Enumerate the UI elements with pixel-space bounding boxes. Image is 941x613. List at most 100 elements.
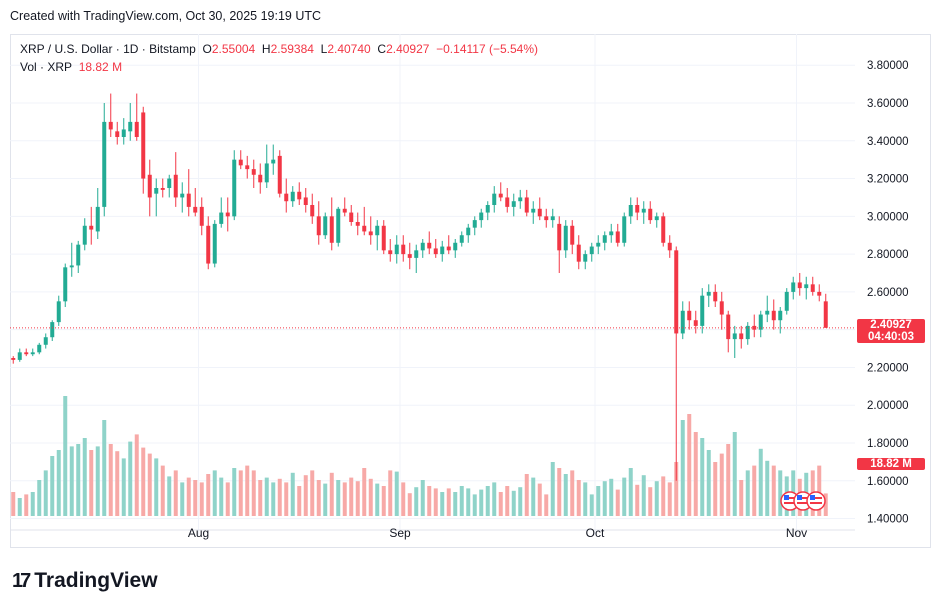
volume-value: 18.82 M (78, 60, 123, 74)
volume-bar (563, 474, 568, 516)
volume-bar (355, 481, 360, 516)
volume-bar (147, 453, 152, 516)
event-markers (780, 491, 826, 511)
volume-bar (706, 450, 711, 516)
volume-bar (394, 471, 399, 516)
volume-bar (622, 477, 627, 516)
candle-body (147, 174, 152, 198)
time-tick-label: Aug (188, 526, 209, 540)
volume-bar (427, 486, 432, 516)
volume-bar (251, 470, 256, 516)
price-tick-label: 2.20000 (867, 362, 909, 374)
created-with-label: Created with TradingView.com, Oct 30, 20… (10, 9, 322, 23)
candle-body (323, 216, 328, 236)
candle-body (310, 205, 315, 217)
candle-body (95, 206, 100, 232)
candle-body (570, 225, 575, 245)
volume-bar (30, 492, 35, 516)
last-price-value: 2.40927 (870, 318, 912, 331)
candle-body (739, 333, 744, 340)
candle-body (440, 246, 445, 255)
event-flag-stripe (810, 502, 822, 504)
volume-bar (726, 444, 731, 516)
candle-body (576, 244, 581, 262)
candle-body (134, 121, 139, 137)
candle-body (687, 310, 692, 321)
volume-bar (641, 475, 646, 516)
candle-body (732, 333, 737, 340)
price-tick-label: 3.80000 (867, 60, 909, 72)
candle-body (342, 208, 347, 213)
volume-bar (219, 477, 224, 516)
open-label: O (202, 42, 212, 56)
volume-bar (472, 494, 477, 516)
candle-body (609, 231, 614, 236)
candle-body (375, 225, 380, 236)
candle-body (160, 188, 165, 190)
candle-body (602, 235, 607, 243)
candle-body (368, 231, 373, 236)
chart-canvas[interactable]: 1.400001.600001.800002.000002.200002.400… (10, 34, 931, 548)
candle-body (407, 254, 412, 258)
candle-body (797, 282, 802, 289)
volume-bar (388, 470, 393, 516)
candle-body (193, 206, 198, 213)
volume-bar (589, 494, 594, 516)
volume-bar (167, 476, 172, 516)
candle-body (550, 216, 555, 221)
volume-bar (186, 477, 191, 516)
volume-label: Vol · XRP (20, 60, 73, 74)
volume-bar (433, 488, 438, 516)
candle-body (401, 244, 406, 255)
volume-bar (713, 462, 718, 516)
candle-body (186, 193, 191, 207)
volume-bar (557, 468, 562, 516)
volume-bar (778, 470, 783, 516)
last-price-tag: 2.40927 04:40:03 (857, 318, 925, 343)
volume-bar (648, 487, 653, 516)
candle-body (615, 231, 620, 243)
candle-body (245, 165, 250, 170)
volume-bar (544, 494, 549, 516)
candle-body (511, 201, 516, 207)
volume-bar (128, 441, 133, 516)
candle-body (466, 227, 471, 236)
volume-bar (362, 468, 367, 516)
volume-bar (258, 480, 263, 516)
candle-body (329, 216, 334, 243)
candle-body (167, 178, 172, 188)
volume-bar (232, 468, 237, 516)
candle-body (381, 225, 386, 251)
high-value: 2.59384 (270, 42, 314, 56)
time-tick-label: Nov (786, 526, 807, 540)
candle-body (316, 216, 321, 236)
volume-bar (76, 444, 81, 516)
volume-bar (823, 493, 828, 516)
volume-bar (134, 434, 139, 516)
candle-body (667, 242, 672, 251)
volume-bar (316, 480, 321, 516)
candle-body (485, 205, 490, 213)
volume-bar (511, 490, 516, 516)
candle-body (804, 284, 809, 289)
candle-body (76, 244, 81, 266)
volume-bar (225, 482, 230, 516)
volume-bar (765, 460, 770, 516)
volume-bar (121, 458, 126, 516)
candle-body (225, 212, 230, 217)
candle-body (596, 242, 601, 247)
candle-body (355, 222, 360, 226)
tradingview-logo[interactable]: 17 TradingView (12, 569, 158, 593)
volume-bar (95, 446, 100, 516)
volume-bar (24, 494, 29, 516)
volume-bar (583, 482, 588, 516)
candle-body (810, 284, 815, 292)
volume-bar (206, 474, 211, 516)
candle-body (433, 248, 438, 255)
volume-bar (401, 482, 406, 516)
candle-body (388, 250, 393, 255)
legend-row-ohlc: XRP / U.S. Dollar · 1D · Bitstamp O2.550… (20, 40, 538, 58)
candle-body (628, 205, 633, 217)
volume-bar (602, 481, 607, 516)
event-flag-circle (806, 491, 826, 511)
